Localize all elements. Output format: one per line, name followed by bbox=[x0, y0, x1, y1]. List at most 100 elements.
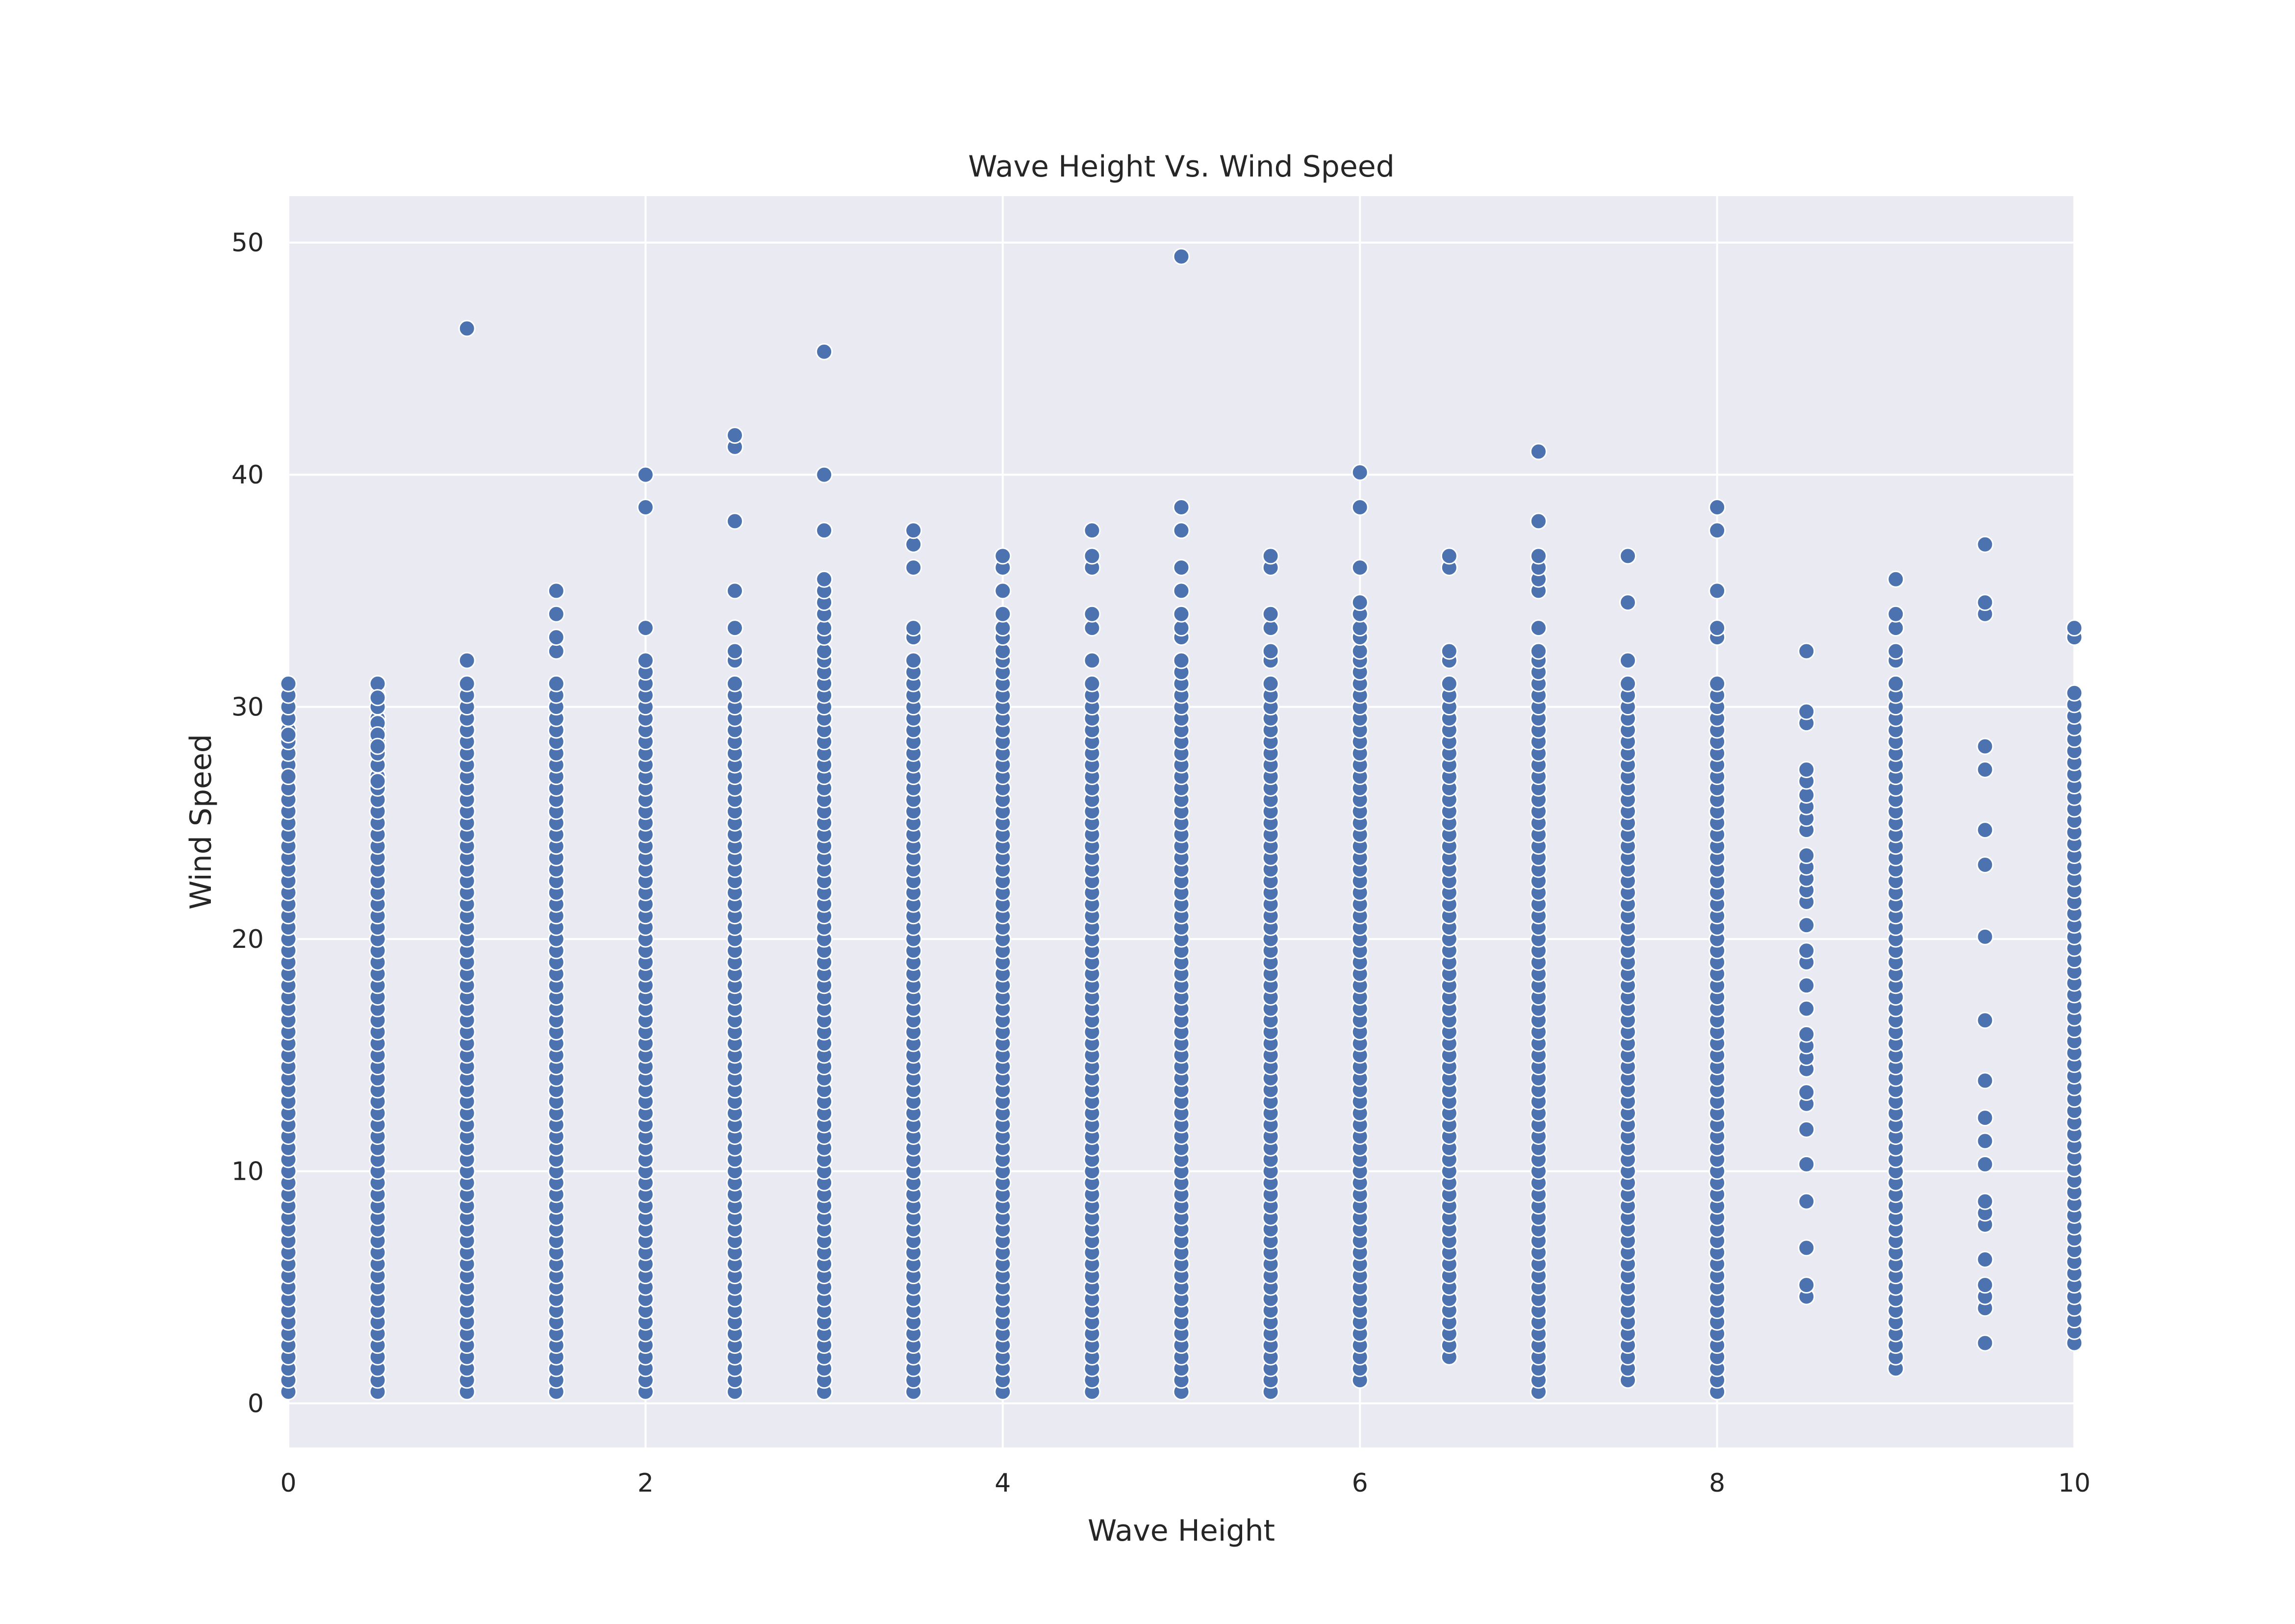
data-point bbox=[1976, 1132, 1994, 1150]
x-tick-label: 6 bbox=[1352, 1469, 1368, 1498]
data-point bbox=[1351, 498, 1369, 516]
data-point bbox=[1976, 737, 1994, 755]
data-point bbox=[1887, 675, 1905, 692]
data-point bbox=[905, 522, 922, 539]
data-point bbox=[1173, 498, 1190, 516]
data-point bbox=[1619, 547, 1636, 565]
data-point bbox=[369, 737, 386, 755]
data-point bbox=[1976, 928, 1994, 945]
data-point bbox=[1083, 547, 1101, 565]
data-point bbox=[637, 466, 654, 483]
data-point bbox=[1440, 547, 1458, 565]
data-point bbox=[816, 522, 833, 539]
x-tick-label: 0 bbox=[280, 1469, 296, 1498]
data-point bbox=[1083, 605, 1101, 623]
data-point bbox=[280, 726, 297, 743]
data-point bbox=[1976, 1109, 1994, 1127]
data-point bbox=[1887, 642, 1905, 660]
data-point bbox=[1708, 582, 1726, 600]
data-point bbox=[1798, 1000, 1815, 1017]
data-point bbox=[547, 675, 565, 692]
y-tick-label: 10 bbox=[231, 1157, 264, 1187]
data-point bbox=[1083, 675, 1101, 692]
data-point bbox=[1798, 847, 1815, 864]
data-point bbox=[994, 605, 1012, 623]
data-point bbox=[1530, 443, 1547, 460]
data-point bbox=[1798, 942, 1815, 960]
data-point bbox=[369, 772, 386, 790]
data-point bbox=[1173, 559, 1190, 577]
data-point bbox=[726, 512, 743, 530]
data-point bbox=[726, 427, 743, 444]
data-point bbox=[1173, 248, 1190, 265]
x-axis-label: Wave Height bbox=[1088, 1514, 1275, 1548]
data-point bbox=[1619, 652, 1636, 669]
data-point bbox=[1530, 619, 1547, 637]
data-point bbox=[1798, 977, 1815, 994]
data-point bbox=[1262, 675, 1279, 692]
data-point bbox=[1976, 1276, 1994, 1294]
data-point bbox=[1976, 1334, 1994, 1352]
data-point bbox=[816, 466, 833, 483]
x-tick-label: 8 bbox=[1709, 1469, 1725, 1498]
x-tick-label: 10 bbox=[2058, 1469, 2091, 1498]
x-tick-labels: 0 2 4 6 8 10 bbox=[280, 1469, 2091, 1498]
data-point bbox=[905, 619, 922, 637]
data-point bbox=[2066, 619, 2083, 637]
data-point bbox=[1976, 1012, 1994, 1029]
data-point bbox=[1262, 605, 1279, 623]
data-point bbox=[1887, 605, 1905, 623]
data-point bbox=[637, 498, 654, 516]
data-point bbox=[1798, 1084, 1815, 1101]
data-point bbox=[1887, 570, 1905, 588]
data-point bbox=[726, 582, 743, 600]
data-point bbox=[547, 605, 565, 623]
data-point bbox=[816, 343, 833, 360]
data-point bbox=[1798, 1276, 1815, 1294]
data-point bbox=[905, 652, 922, 669]
data-point bbox=[280, 675, 297, 692]
data-point bbox=[1173, 582, 1190, 600]
data-point bbox=[1708, 522, 1726, 539]
data-point bbox=[1530, 547, 1547, 565]
data-point bbox=[2066, 684, 2083, 702]
data-point bbox=[1530, 512, 1547, 530]
data-point bbox=[1798, 1193, 1815, 1210]
data-point bbox=[1708, 498, 1726, 516]
data-point bbox=[1173, 652, 1190, 669]
data-point bbox=[1976, 1072, 1994, 1090]
data-point bbox=[1351, 559, 1369, 577]
data-point bbox=[1976, 856, 1994, 874]
data-point bbox=[1798, 1120, 1815, 1138]
data-point bbox=[1798, 916, 1815, 934]
data-point bbox=[1976, 761, 1994, 778]
data-point bbox=[816, 570, 833, 588]
data-point bbox=[726, 619, 743, 637]
y-tick-label: 20 bbox=[231, 925, 264, 954]
data-point bbox=[1530, 642, 1547, 660]
data-point bbox=[994, 582, 1012, 600]
data-point bbox=[547, 629, 565, 646]
data-point bbox=[1351, 463, 1369, 481]
data-point bbox=[637, 652, 654, 669]
data-point bbox=[1351, 594, 1369, 611]
data-point bbox=[1619, 675, 1636, 692]
x-tick-label: 2 bbox=[638, 1469, 654, 1498]
chart-title: Wave Height Vs. Wind Speed bbox=[968, 150, 1395, 184]
data-point bbox=[1173, 522, 1190, 539]
y-tick-label: 50 bbox=[231, 228, 264, 258]
data-point bbox=[1619, 594, 1636, 611]
data-point bbox=[458, 652, 476, 669]
data-point bbox=[1976, 821, 1994, 839]
data-point bbox=[1708, 675, 1726, 692]
data-point bbox=[1083, 522, 1101, 539]
y-tick-label: 40 bbox=[231, 460, 264, 490]
data-point bbox=[1440, 642, 1458, 660]
data-point bbox=[1083, 652, 1101, 669]
data-point bbox=[1976, 594, 1994, 611]
data-point bbox=[1173, 605, 1190, 623]
x-tick-label: 4 bbox=[994, 1469, 1011, 1498]
y-axis-label: Wind Speed bbox=[184, 734, 218, 910]
